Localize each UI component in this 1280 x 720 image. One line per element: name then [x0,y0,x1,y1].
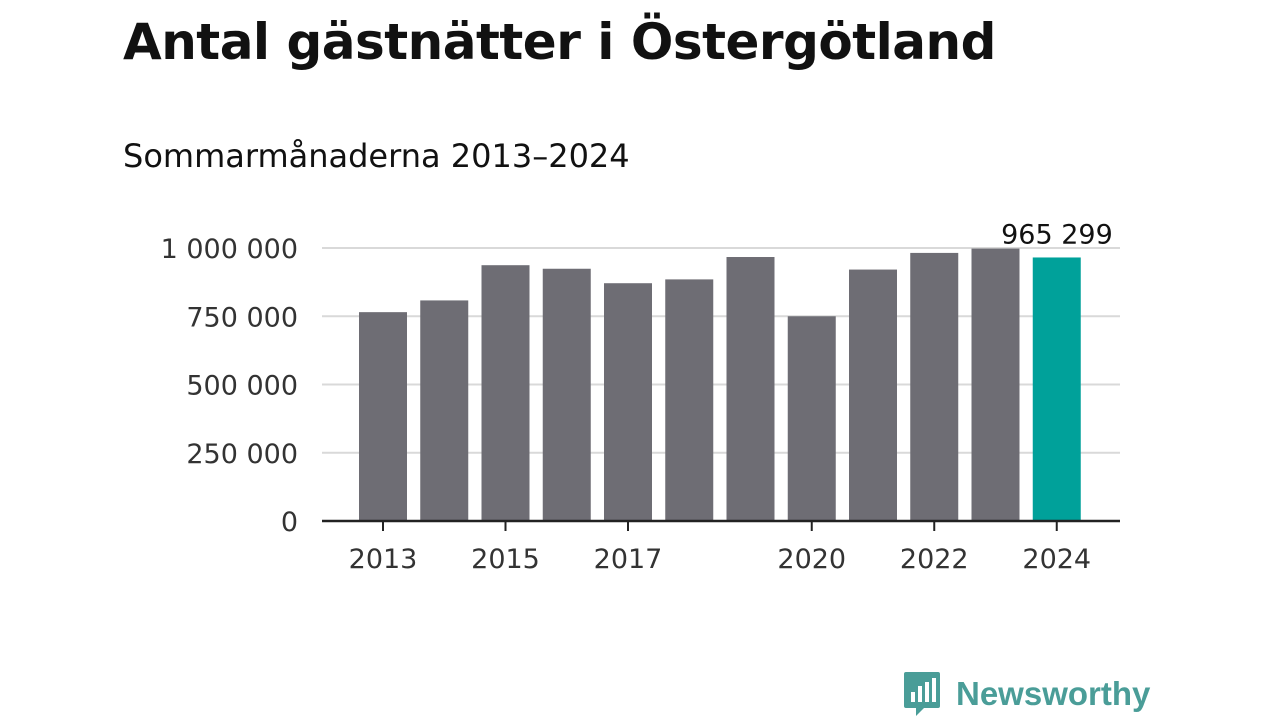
x-tick-label: 2022 [900,544,969,575]
x-tick-label: 2015 [471,544,540,575]
x-tick-label: 2017 [594,544,663,575]
bar-2021 [849,269,897,521]
value-annotation: 965 299 [1001,219,1113,250]
y-tick-label: 750 000 [186,302,298,333]
y-tick-label: 0 [281,507,298,538]
x-tick-label: 2024 [1022,544,1091,575]
bars [359,248,1081,521]
bar-2013 [359,312,407,521]
x-tick-label: 2020 [777,544,846,575]
labels: 0 250 000 500 000 750 000 1 000 000 2013 2015 2… [161,219,1113,575]
y-tick-label: 1 000 000 [161,234,298,265]
bar-2017 [604,283,652,521]
axes [322,519,1120,531]
bar-2019 [726,257,775,521]
x-tick-label: 2013 [349,544,418,575]
bar-2014 [420,300,469,521]
newsworthy-logo: Newsworthy [902,670,1150,718]
bar-2015 [481,265,530,521]
bar-2022 [910,252,959,521]
newsworthy-logo-text: Newsworthy [956,675,1151,712]
bar-2018 [665,279,714,521]
chart-subtitle: Sommarmånaderna 2013–2024 [123,137,630,175]
bar-2020 [787,316,836,521]
chart-title: Antal gästnätter i Östergötland [123,13,996,71]
bar-2023 [971,248,1020,521]
bar-2016 [542,268,591,521]
y-tick-label: 250 000 [186,439,298,470]
y-tick-label: 500 000 [186,371,298,402]
bar-2024 [1032,257,1081,521]
newsworthy-chart-bubble-icon [904,672,940,716]
